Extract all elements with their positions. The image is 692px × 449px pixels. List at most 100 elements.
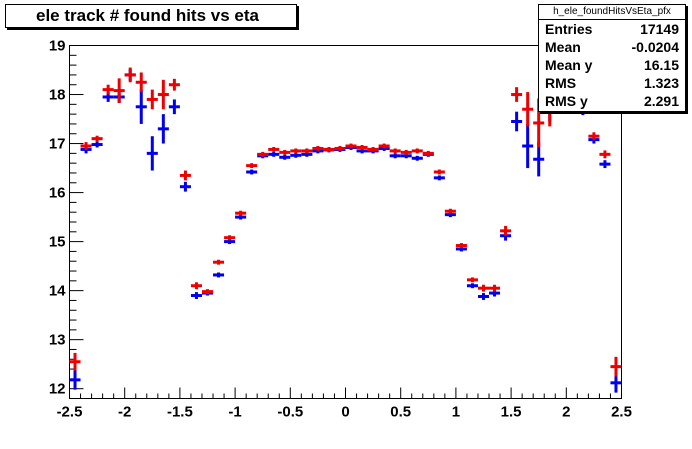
data-point-series-2	[411, 148, 423, 154]
data-point-series-2	[168, 78, 180, 91]
data-point-series-2	[91, 135, 103, 142]
data-point-series-2	[466, 277, 478, 283]
data-point-series-2	[201, 289, 214, 295]
y-tick-label: 17	[49, 136, 66, 153]
data-point-series-1	[69, 370, 81, 390]
data-point-series-2	[400, 149, 412, 155]
data-point-series-1	[290, 152, 302, 158]
data-point-series-2	[312, 146, 324, 151]
stats-value: -0.0204	[631, 39, 679, 55]
data-point-series-1	[146, 136, 158, 171]
data-point-series-2	[422, 150, 434, 156]
stats-label: Entries	[545, 21, 593, 37]
data-point-series-2	[224, 235, 236, 241]
y-tick-label: 19	[49, 38, 66, 55]
stats-value: 17149	[640, 21, 679, 37]
data-point-series-1	[135, 89, 147, 124]
stats-label: Mean y	[545, 57, 593, 73]
x-tick-label: 0.5	[390, 404, 411, 421]
data-point-series-2	[522, 92, 534, 127]
y-tick-label: 13	[49, 332, 66, 349]
y-tick-label: 18	[49, 87, 66, 104]
x-tick-label: -0.5	[277, 404, 303, 421]
data-point-series-2	[301, 148, 313, 154]
stats-label: RMS	[545, 75, 577, 91]
data-point-series-2	[599, 150, 611, 159]
data-point-series-2	[367, 146, 379, 152]
data-point-series-1	[91, 141, 103, 148]
data-point-series-2	[80, 142, 92, 150]
data-point-series-2	[113, 78, 125, 103]
data-point-series-2	[477, 284, 490, 292]
x-tick-label: 2.5	[611, 404, 632, 421]
data-point-series-2	[323, 146, 335, 152]
data-point-series-2	[235, 210, 247, 216]
stats-row-mean-y: Mean y 16.15	[539, 56, 685, 74]
x-tick-label: 0	[341, 404, 349, 421]
data-point-series-1	[179, 181, 191, 192]
data-point-series-2	[213, 259, 225, 265]
data-point-series-1	[433, 175, 445, 181]
data-point-series-1	[168, 99, 180, 115]
data-point-series-1	[533, 142, 545, 177]
y-tick-label: 14	[49, 283, 66, 300]
data-point-series-1	[389, 153, 401, 159]
data-point-series-2	[257, 151, 269, 157]
data-point-series-2	[455, 243, 467, 248]
stats-label: Mean	[545, 39, 581, 55]
stats-label: RMS y	[545, 93, 588, 109]
stats-row-mean: Mean -0.0204	[539, 38, 685, 56]
x-tick-label: -2.5	[57, 404, 83, 421]
y-tick-label: 15	[49, 234, 66, 251]
plot-frame	[69, 45, 622, 399]
data-point-series-2	[610, 356, 622, 377]
data-point-series-1	[522, 123, 534, 169]
stats-value: 16.15	[643, 57, 679, 73]
x-tick-label: 1.5	[501, 404, 522, 421]
data-point-series-2	[246, 163, 258, 169]
data-point-series-1	[279, 154, 291, 160]
data-point-series-2	[334, 146, 346, 151]
data-point-series-1	[157, 114, 169, 144]
stats-histogram-name: h_ele_foundHitsVsEta_pfx	[539, 5, 685, 20]
data-point-series-1	[411, 155, 423, 161]
data-point-series-2	[500, 225, 512, 236]
data-point-series-1	[511, 111, 523, 132]
data-point-series-2	[157, 79, 169, 110]
data-point-series-2	[146, 89, 158, 110]
data-point-series-2	[588, 132, 600, 141]
y-tick-label: 12	[49, 381, 66, 398]
data-point-series-1	[246, 169, 258, 175]
data-point-series-2	[279, 149, 291, 155]
data-point-series-1	[477, 293, 490, 300]
data-point-series-2	[179, 170, 191, 181]
data-point-series-1	[466, 283, 478, 289]
data-point-series-2	[124, 67, 136, 83]
data-point-series-2	[190, 282, 202, 290]
data-point-series-2	[389, 148, 401, 154]
data-point-series-2	[489, 284, 501, 292]
stats-value: 2.291	[643, 93, 679, 109]
stats-row-rms-y: RMS y 2.291	[539, 92, 685, 110]
data-point-series-2	[69, 352, 81, 371]
data-point-series-1	[599, 160, 611, 169]
data-point-series-2	[356, 145, 368, 150]
data-point-series-2	[135, 72, 147, 93]
data-point-series-1	[268, 151, 280, 157]
data-point-series-1	[213, 272, 225, 278]
data-point-series-2	[345, 143, 357, 149]
axis-ticks: -2.5 -2 -1.5 -1 -0.5 0 0.5 1 1.5 2 2.5 12 13 14 15 16 17…	[49, 38, 632, 421]
y-tick-label: 16	[49, 185, 66, 202]
data-point-series-2	[268, 146, 280, 152]
data-point-series-2	[511, 87, 523, 102]
x-tick-label: -2	[118, 404, 131, 421]
data-point-series-1	[190, 292, 202, 299]
x-tick-label: 2	[562, 404, 570, 421]
chart-title: ele track # found hits vs eta	[5, 4, 297, 28]
x-tick-label: -1	[228, 404, 241, 421]
data-point-series-2	[290, 148, 302, 154]
stats-box: h_ele_foundHitsVsEta_pfx Entries 17149 M…	[538, 4, 686, 112]
data-point-series-2	[444, 208, 456, 214]
x-tick-label: -1.5	[167, 404, 193, 421]
